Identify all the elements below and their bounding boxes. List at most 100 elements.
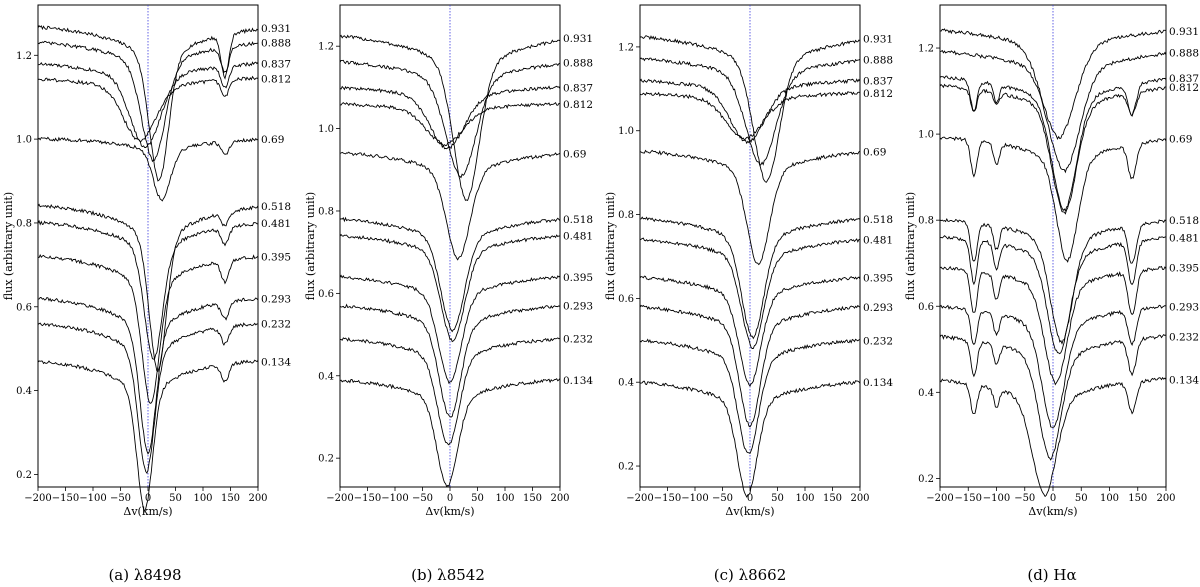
y-tick-label: 0.8 bbox=[618, 210, 634, 221]
phase-label: 0.812 bbox=[261, 73, 291, 85]
y-tick-label: 0.4 bbox=[618, 378, 634, 389]
phase-label: 0.293 bbox=[863, 302, 893, 314]
spectrum-line-0.293 bbox=[339, 303, 561, 418]
phase-label: 0.518 bbox=[261, 201, 291, 213]
phase-label: 0.888 bbox=[563, 58, 593, 70]
phase-label: 0.518 bbox=[863, 214, 893, 226]
phase-label: 0.134 bbox=[261, 356, 291, 368]
x-tick-label: 100 bbox=[1100, 493, 1119, 504]
x-tick-label: 150 bbox=[523, 493, 542, 504]
phase-label: 0.812 bbox=[563, 99, 593, 111]
x-tick-label: 200 bbox=[550, 493, 569, 504]
x-tick-label: −50 bbox=[1014, 493, 1035, 504]
x-tick-label: −200 bbox=[626, 493, 653, 504]
phase-label: 0.395 bbox=[261, 251, 291, 263]
spectrum-line-0.395 bbox=[939, 265, 1167, 386]
y-tick-label: 0.4 bbox=[16, 386, 32, 397]
phase-label: 0.395 bbox=[563, 272, 593, 284]
spectrum-line-0.232 bbox=[939, 333, 1167, 461]
spectrum-line-0.395 bbox=[339, 274, 561, 385]
x-axis-label: Δv(km/s) bbox=[725, 505, 774, 518]
spectrum-line-0.812 bbox=[339, 101, 561, 147]
x-axis-label: Δv(km/s) bbox=[1028, 505, 1077, 518]
chart-panel-0: −200 −150 −100 −50 0 50 100 150 2000.20.40.60.81… bbox=[2, 4, 291, 584]
panel-caption: (a) λ8498 bbox=[108, 566, 181, 584]
x-tick-label: 0 bbox=[1050, 493, 1056, 504]
spectrum-line-0.481 bbox=[37, 219, 259, 360]
x-axis-label: Δv(km/s) bbox=[123, 505, 172, 518]
phase-label: 0.837 bbox=[1169, 73, 1199, 85]
spectrum-line-0.293 bbox=[939, 304, 1167, 428]
spectrum-line-0.837 bbox=[339, 85, 561, 150]
spectrum-line-0.481 bbox=[940, 235, 1167, 355]
spectrum-line-0.518 bbox=[339, 216, 561, 333]
x-tick-label: 50 bbox=[771, 493, 784, 504]
y-tick-label: 0.2 bbox=[618, 462, 634, 473]
spectrum-line-0.837 bbox=[38, 61, 259, 148]
y-tick-label: 0.2 bbox=[318, 454, 334, 465]
phase-label: 0.134 bbox=[563, 375, 593, 387]
y-tick-label: 1.2 bbox=[16, 51, 32, 62]
spectrum-line-0.69 bbox=[639, 149, 861, 266]
phase-label: 0.293 bbox=[563, 301, 593, 313]
phase-label: 0.931 bbox=[1169, 26, 1199, 38]
spectrum-line-0.481 bbox=[639, 237, 861, 349]
x-tick-label: −150 bbox=[52, 493, 79, 504]
phase-label: 0.837 bbox=[261, 59, 291, 71]
phase-label: 0.888 bbox=[261, 38, 291, 50]
phase-label: 0.293 bbox=[261, 293, 291, 305]
x-tick-label: −150 bbox=[354, 493, 381, 504]
phase-label: 0.812 bbox=[863, 88, 893, 100]
x-tick-label: −150 bbox=[955, 493, 982, 504]
phase-label: 0.134 bbox=[863, 377, 893, 389]
x-tick-label: 200 bbox=[1156, 493, 1175, 504]
y-tick-label: 0.6 bbox=[618, 294, 634, 305]
phase-label: 0.481 bbox=[563, 231, 593, 243]
x-tick-label: −100 bbox=[983, 493, 1010, 504]
phase-label: 0.518 bbox=[1169, 215, 1199, 227]
panel-caption: (d) Hα bbox=[1027, 566, 1076, 584]
phase-label: 0.481 bbox=[863, 235, 893, 247]
spectrum-line-0.395 bbox=[639, 275, 861, 387]
spectrum-line-0.812 bbox=[939, 83, 1166, 215]
y-tick-label: 1.0 bbox=[918, 130, 934, 141]
spectrum-line-0.518 bbox=[639, 216, 861, 340]
y-tick-label: 0.8 bbox=[16, 218, 32, 229]
y-tick-label: 0.2 bbox=[16, 470, 32, 481]
phase-label: 0.232 bbox=[563, 334, 593, 346]
y-tick-label: 1.2 bbox=[318, 42, 334, 53]
spectrum-line-0.481 bbox=[339, 233, 561, 343]
x-tick-label: −200 bbox=[326, 493, 353, 504]
spectrum-line-0.232 bbox=[339, 336, 561, 446]
spectrum-line-0.518 bbox=[37, 203, 259, 372]
y-tick-label: 1.0 bbox=[16, 135, 32, 146]
x-tick-label: −50 bbox=[712, 493, 733, 504]
chart-panel-2: −200 −150 −100 −50 0 50 100 150 2000.20.40.60.81… bbox=[604, 4, 893, 584]
spectrum-line-0.69 bbox=[939, 136, 1167, 263]
spectrum-line-0.931 bbox=[37, 25, 259, 182]
spectrum-line-0.69 bbox=[37, 136, 259, 202]
spectrum-line-0.232 bbox=[37, 322, 258, 475]
phase-label: 0.931 bbox=[863, 34, 893, 46]
spectrum-line-0.134 bbox=[939, 376, 1167, 498]
phase-label: 0.395 bbox=[863, 272, 893, 284]
phase-label: 0.293 bbox=[1169, 301, 1199, 313]
spectrum-line-0.888 bbox=[939, 49, 1167, 174]
y-tick-label: 1.0 bbox=[618, 126, 634, 137]
spectrum-line-0.395 bbox=[37, 253, 259, 404]
y-tick-label: 0.4 bbox=[318, 371, 334, 382]
spectrum-line-0.812 bbox=[37, 75, 259, 143]
y-axis-label: flux (arbitrary unit) bbox=[904, 192, 917, 300]
panel-caption: (b) λ8542 bbox=[411, 566, 485, 584]
spectrum-line-0.134 bbox=[639, 380, 861, 498]
spectrum-line-0.232 bbox=[639, 338, 861, 455]
spectrum-line-0.69 bbox=[339, 151, 561, 261]
phase-label: 0.232 bbox=[863, 335, 893, 347]
phase-label: 0.888 bbox=[1169, 47, 1199, 59]
y-tick-label: 0.8 bbox=[318, 206, 334, 217]
x-tick-label: −100 bbox=[681, 493, 708, 504]
chart-panel-1: −200 −150 −100 −50 0 50 100 150 2000.20.40.60.81… bbox=[304, 4, 593, 584]
x-tick-label: 100 bbox=[795, 493, 814, 504]
x-axis-label: Δv(km/s) bbox=[425, 505, 474, 518]
x-tick-label: −200 bbox=[24, 493, 51, 504]
